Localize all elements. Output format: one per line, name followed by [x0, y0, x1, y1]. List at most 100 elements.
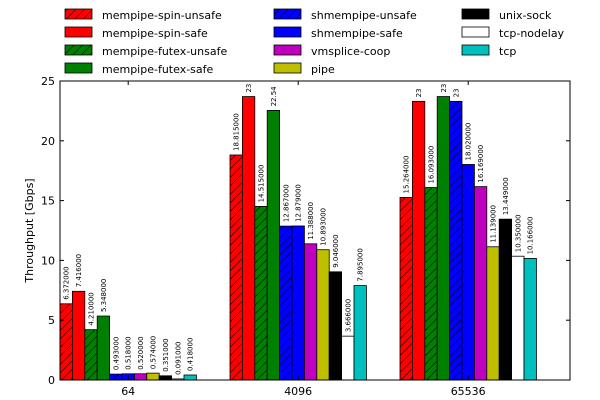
bar-shmempipe-safe-4096: [291, 225, 305, 380]
bar-shmempipe-safe-65536: [461, 164, 475, 380]
legend-swatch-tcp: [461, 44, 490, 56]
bar-tcp-nodelay-4096: [341, 335, 355, 380]
bar-unix-sock-65536: [498, 218, 513, 380]
value-label-mempipe-futex-unsafe-4096: 14.515000: [258, 165, 266, 203]
legend-swatch-pipe: [273, 62, 302, 74]
value-label-tcp-nodelay-65536: 10.350000: [514, 214, 522, 252]
legend-item-pipe: pipe: [273, 62, 335, 76]
value-label-pipe-4096: 10.893000: [320, 208, 328, 246]
bar-mempipe-futex-safe-64: [96, 315, 110, 380]
bar-mempipe-futex-safe-65536: [436, 96, 451, 380]
legend-swatch-hatch-shmempipe-unsafe: [274, 9, 301, 19]
value-label-mempipe-futex-unsafe-65536: 16.093000: [428, 146, 436, 184]
legend-item-tcp-nodelay: tcp-nodelay: [461, 26, 565, 40]
value-label-tcp-4096: 7.895000: [357, 248, 365, 281]
plot-frame: [59, 80, 571, 381]
value-label-mempipe-futex-unsafe-64: 4.210000: [88, 292, 96, 325]
bar-hatch-mempipe-spin-unsafe-64: [60, 303, 73, 380]
y-tick-label-20: 20: [41, 135, 55, 148]
bar-mempipe-futex-safe-4096: [266, 110, 281, 380]
bar-mempipe-spin-safe-65536: [411, 100, 426, 380]
value-label-mempipe-spin-safe-4096: 23: [245, 84, 253, 93]
bar-unix-sock-4096: [328, 271, 343, 380]
legend-item-unix-sock: unix-sock: [461, 8, 552, 22]
bar-tcp-64: [183, 374, 197, 380]
legend-swatch-hatch-mempipe-spin-unsafe: [65, 9, 92, 19]
value-label-mempipe-spin-safe-64: 7.416000: [75, 254, 83, 287]
bar-tcp-65536: [523, 258, 537, 380]
bar-vmsplice-coop-65536: [473, 186, 488, 380]
legend-item-mempipe-spin-unsafe: mempipe-spin-unsafe: [64, 8, 222, 22]
legend-swatch-mempipe-futex-safe: [64, 62, 93, 74]
bar-hatch-shmempipe-unsafe-4096: [279, 226, 292, 380]
value-label-shmempipe-unsafe-64: 0.493000: [112, 337, 120, 370]
bar-unix-sock-64: [158, 375, 172, 380]
legend-label-shmempipe-unsafe: shmempipe-unsafe: [311, 9, 417, 22]
bar-tcp-4096: [353, 285, 367, 380]
bar-mempipe-spin-safe-4096: [241, 96, 256, 380]
value-label-shmempipe-unsafe-65536: 23: [452, 88, 460, 97]
bar-hatch-mempipe-futex-unsafe-4096: [254, 206, 268, 380]
legend-item-mempipe-futex-safe: mempipe-futex-safe: [64, 62, 214, 76]
y-axis: 0 5 10 15 20 25: [41, 75, 570, 387]
y-tick-label-15: 15: [41, 195, 55, 208]
value-label-shmempipe-safe-4096: 12.879000: [295, 184, 303, 222]
bar-mempipe-spin-safe-64: [72, 290, 86, 380]
value-label-tcp-nodelay-4096: 3.666000: [344, 299, 352, 332]
value-label-shmempipe-safe-65536: 18.020000: [465, 123, 473, 161]
value-label-mempipe-futex-safe-4096: 22.54: [270, 86, 278, 107]
y-tick-label-0: 0: [48, 374, 55, 387]
value-label-mempipe-futex-safe-64: 5.348000: [100, 279, 108, 312]
bar-hatch-mempipe-spin-unsafe-65536: [400, 197, 413, 380]
value-labels-layer: 6.372000 7.416000 4.210000 5.348000 0.493000…: [63, 84, 535, 375]
legend-swatch-shmempipe-safe: [273, 26, 302, 38]
legend-label-tcp-nodelay: tcp-nodelay: [499, 27, 565, 40]
bar-hatch-mempipe-futex-unsafe-65536: [424, 187, 438, 380]
value-label-shmempipe-unsafe-4096: 12.867000: [282, 184, 290, 222]
value-label-vmsplice-coop-64: 0.520000: [137, 336, 145, 369]
legend-item-vmsplice-coop: vmsplice-coop: [273, 44, 390, 58]
legend-label-mempipe-futex-unsafe: mempipe-futex-unsafe: [102, 45, 227, 58]
value-label-mempipe-spin-safe-65536: 23: [415, 88, 423, 97]
legend-swatch-mempipe-spin-safe: [64, 26, 93, 38]
y-tick-label-25: 25: [41, 75, 55, 88]
legend-label-tcp: tcp: [499, 45, 516, 58]
value-label-mempipe-futex-safe-65536: 23: [440, 84, 448, 93]
bar-hatch-shmempipe-unsafe-65536: [449, 101, 462, 380]
legend-item-shmempipe-safe: shmempipe-safe: [273, 26, 403, 40]
value-label-tcp-64: 0.418000: [187, 338, 195, 371]
value-label-mempipe-spin-unsafe-64: 6.372000: [63, 266, 71, 299]
value-label-unix-sock-4096: 9.046000: [332, 234, 340, 267]
bar-hatch-shmempipe-unsafe-64: [109, 374, 122, 380]
y-tick-label-5: 5: [48, 314, 55, 327]
legend-label-mempipe-spin-unsafe: mempipe-spin-unsafe: [102, 9, 222, 22]
value-label-mempipe-spin-unsafe-65536: 15.264000: [403, 156, 411, 194]
value-label-vmsplice-coop-65536: 16.169000: [477, 145, 485, 183]
legend: mempipe-spin-unsafe mempipe-spin-safe memp…: [64, 8, 565, 76]
legend-label-pipe: pipe: [311, 63, 335, 76]
bar-vmsplice-coop-64: [133, 373, 148, 380]
value-label-tcp-nodelay-64: 0.091000: [174, 342, 182, 375]
legend-swatch-hatch-mempipe-futex-unsafe: [65, 45, 92, 55]
bars-layer: [60, 96, 537, 380]
value-label-unix-sock-64: 0.351000: [162, 338, 170, 371]
bar-pipe-65536: [486, 246, 500, 380]
legend-label-shmempipe-safe: shmempipe-safe: [311, 27, 403, 40]
bar-tcp-nodelay-65536: [511, 255, 525, 380]
y-axis-label: Throughput [Gbps]: [23, 178, 36, 283]
value-label-mempipe-spin-unsafe-4096: 18.815000: [233, 113, 241, 151]
value-label-shmempipe-safe-64: 0.518000: [125, 336, 133, 369]
legend-swatch-unix-sock: [461, 8, 490, 20]
legend-item-mempipe-spin-safe: mempipe-spin-safe: [64, 26, 208, 40]
legend-item-mempipe-futex-unsafe: mempipe-futex-unsafe: [64, 44, 227, 58]
legend-label-unix-sock: unix-sock: [499, 9, 552, 22]
value-label-pipe-64: 0.574000: [150, 336, 158, 369]
bar-hatch-mempipe-futex-unsafe-64: [84, 329, 98, 380]
legend-label-mempipe-spin-safe: mempipe-spin-safe: [102, 27, 208, 40]
legend-label-mempipe-futex-safe: mempipe-futex-safe: [102, 63, 214, 76]
legend-item-tcp: tcp: [461, 44, 516, 58]
bar-pipe-64: [146, 372, 160, 380]
x-axis: 64 4096 65536: [121, 81, 486, 398]
value-label-vmsplice-coop-4096: 11.388000: [307, 202, 315, 240]
